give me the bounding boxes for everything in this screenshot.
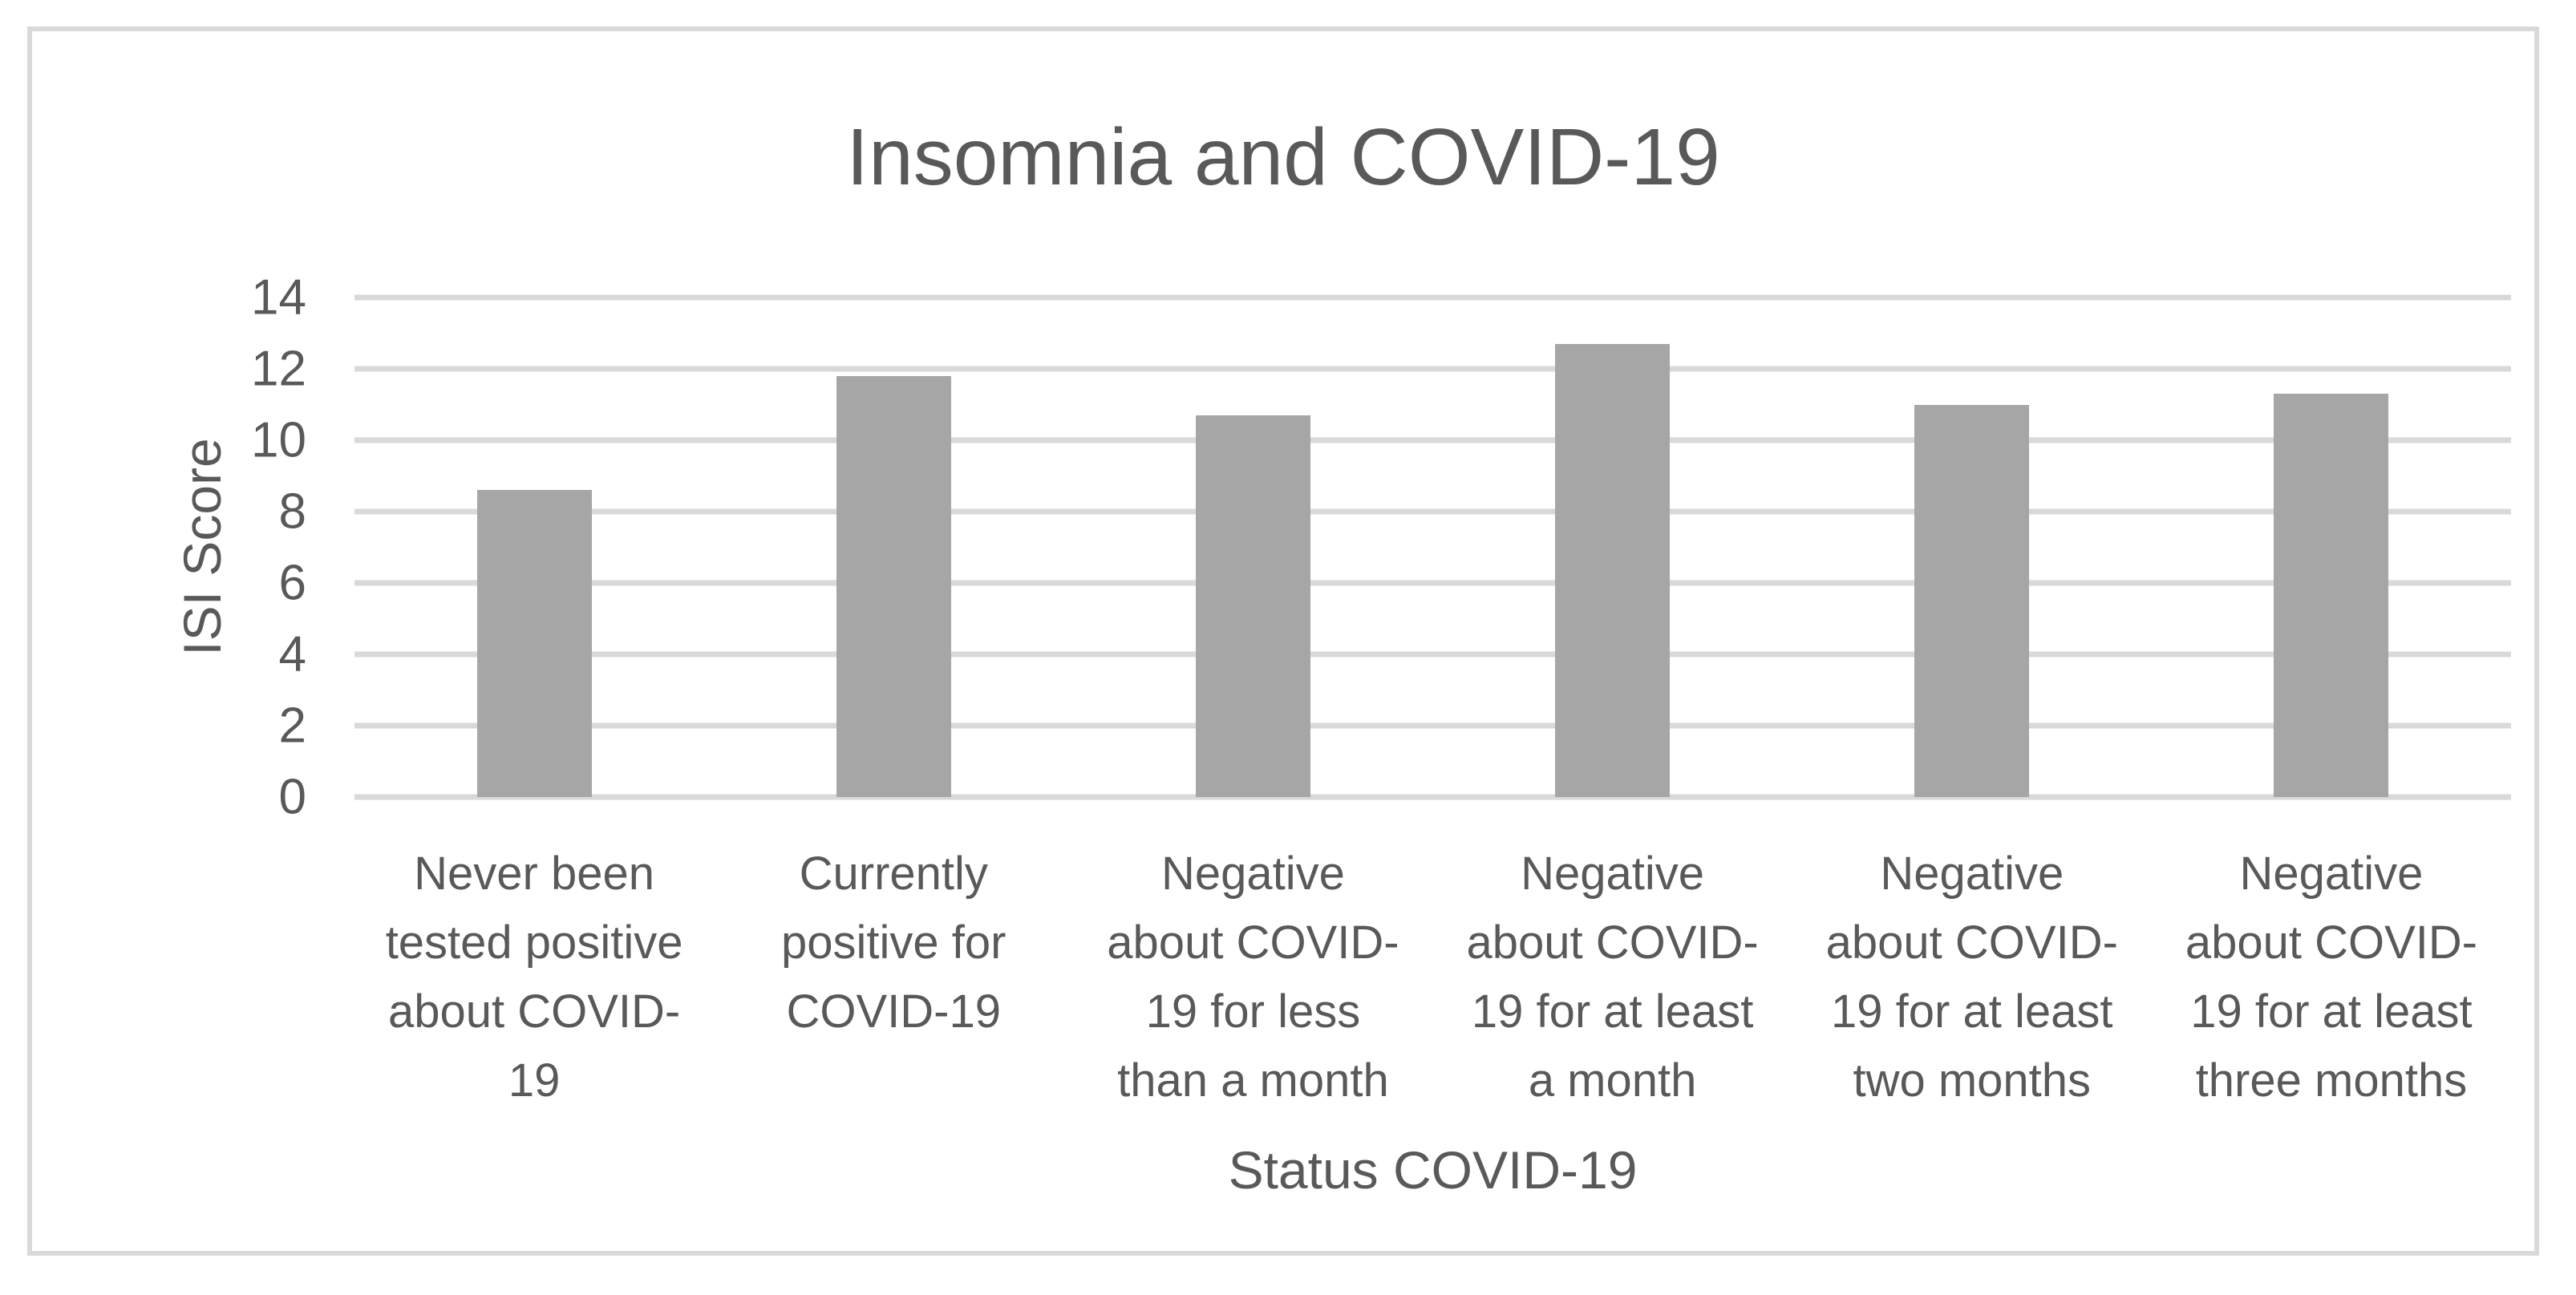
bar [1195,415,1310,797]
gridline [354,294,2511,301]
chart-frame: Insomnia and COVID-19 ISI Score 14 12 10 8 6… [27,26,2539,1256]
y-tick-label: 14 [251,269,306,326]
bar-slot [1073,297,1432,797]
category-label: Negative about COVID- 19 for at least th… [2185,848,2478,1107]
y-tick-label: 6 [278,555,306,611]
category-label: Negative about COVID- 19 for at least tw… [1825,848,2118,1107]
y-tick-label: 0 [278,769,306,825]
category-label: Negative about COVID- 19 for less than a… [1107,848,1399,1107]
bar [476,490,592,797]
y-tick-label: 2 [278,698,306,754]
y-tick-label: 4 [278,626,306,682]
bar [1555,343,1671,797]
gridline [354,580,2511,586]
plot-area [354,294,2511,800]
bar [2274,394,2389,797]
bar [1914,404,2030,797]
bar-slot [1433,297,1792,797]
bar-slot [1792,297,2152,797]
y-tick-label: 10 [251,412,306,468]
x-axis-category-labels: Never been tested positive about COVID- … [354,840,2511,1115]
gridline [354,794,2511,800]
category-label: Negative about COVID- 19 for at least a … [1466,848,1759,1107]
bar-slot [2152,297,2511,797]
y-axis-ticks: 14 12 10 8 6 4 2 0 [32,270,306,825]
category-label: Currently positive for COVID-19 [781,848,1007,1038]
gridline [354,366,2511,372]
gridline [354,651,2511,658]
gridline [354,437,2511,443]
gridline [354,508,2511,515]
bar-slot [714,297,1073,797]
x-axis-title: Status COVID-19 [1228,1140,1638,1200]
bar-slot [354,297,714,797]
bar [836,375,951,797]
gridline [354,722,2511,729]
y-tick-label: 12 [251,341,306,397]
y-tick-label: 8 [278,484,306,540]
chart-title: Insomnia and COVID-19 [846,112,1720,202]
bar-series [354,297,2511,797]
category-label: Never been tested positive about COVID- … [385,848,683,1107]
